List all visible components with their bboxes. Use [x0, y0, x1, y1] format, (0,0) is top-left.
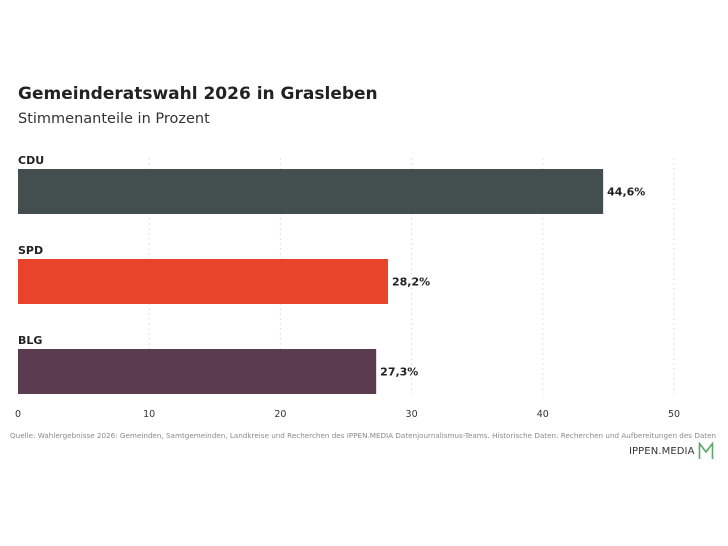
value-label: 28,2%	[392, 276, 430, 289]
logo-text: IPPEN.MEDIA	[629, 445, 695, 457]
bar	[18, 349, 377, 394]
x-tick-label: 10	[143, 409, 155, 420]
value-label: 27,3%	[380, 366, 418, 379]
bar	[18, 169, 604, 214]
x-tick-label: 0	[15, 409, 21, 420]
chart-subtitle: Stimmenanteile in Prozent	[18, 111, 210, 127]
x-tick-label: 30	[406, 409, 418, 420]
category-label: BLG	[18, 334, 42, 347]
x-tick-label: 40	[537, 409, 549, 420]
x-tick-label: 20	[274, 409, 286, 420]
bar-chart: CDU 44,6% SPD 28,2% BLG 27,3% 0 10 20 30 40 50	[15, 154, 680, 420]
ippen-media-logo: IPPEN.MEDIA	[629, 442, 714, 460]
bar	[18, 259, 388, 304]
category-label: CDU	[18, 154, 44, 167]
chart-title: Gemeinderatswahl 2026 in Grasleben	[18, 84, 378, 104]
source-note: Quelle: Wahlergebnisse 2026: Gemeinden, …	[10, 431, 717, 440]
category-label: SPD	[18, 244, 43, 257]
x-tick-label: 50	[668, 409, 680, 420]
value-label: 44,6%	[607, 186, 645, 199]
logo-m-icon	[698, 442, 713, 459]
